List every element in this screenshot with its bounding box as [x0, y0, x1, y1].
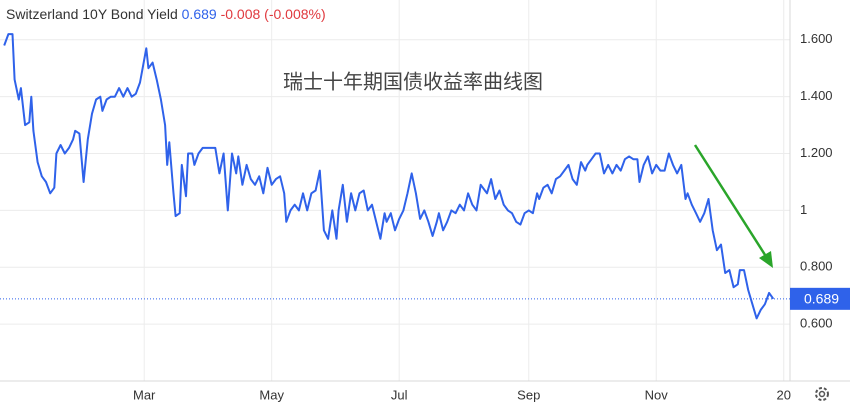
chart-title: Switzerland 10Y Bond Yield	[6, 6, 178, 22]
annotation: 瑞士十年期国债收益率曲线图	[283, 70, 543, 93]
settings-icon[interactable]	[815, 387, 829, 401]
y-tick-label: 1.600	[800, 31, 833, 46]
arrow-shaft	[693, 144, 769, 259]
x-tick-label: Jul	[391, 387, 408, 402]
x-tick-label: Nov	[645, 387, 669, 402]
y-tick-label: 0.800	[800, 259, 833, 274]
last-price-label: 0.689	[804, 291, 839, 307]
header: Switzerland 10Y Bond Yield 0.689 -0.008 …	[6, 6, 326, 22]
header-price: 0.689	[182, 6, 217, 22]
y-tick-label: 1	[800, 202, 807, 217]
x-tick-label: May	[259, 387, 284, 402]
line-series	[3, 33, 775, 320]
grid	[0, 0, 790, 381]
arrow-head	[759, 251, 773, 268]
x-tick-label: Sep	[517, 387, 540, 402]
settings-hub	[818, 390, 826, 398]
settings-gear	[815, 387, 829, 401]
x-tick-label: Mar	[133, 387, 156, 402]
x-tick-label: 20	[776, 387, 790, 402]
y-tick-label: 1.200	[800, 145, 833, 160]
last-price-tag	[790, 287, 850, 310]
y-tick-label: 1.400	[800, 88, 833, 103]
y-tick-label: 0.600	[800, 316, 833, 331]
header-change: -0.008 (-0.008%)	[221, 6, 326, 22]
arrow	[693, 144, 773, 268]
